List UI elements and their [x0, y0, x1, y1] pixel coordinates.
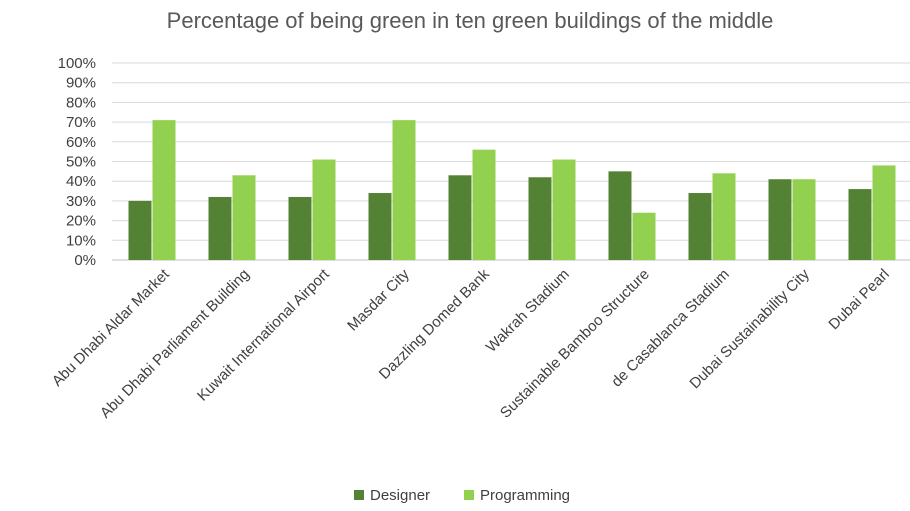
legend-swatch [464, 490, 474, 500]
bar-designer [368, 193, 392, 260]
bar-designer [208, 196, 232, 260]
bar-programming [312, 159, 336, 260]
bar-programming [552, 159, 576, 260]
chart-title: Percentage of being green in ten green b… [167, 8, 774, 33]
y-tick-label: 50% [66, 154, 96, 171]
bar-designer [848, 189, 872, 260]
bar-designer [608, 171, 632, 260]
y-tick-label: 20% [66, 213, 96, 230]
bar-designer [688, 193, 712, 260]
y-tick-label: 80% [66, 94, 96, 111]
legend-swatch [354, 490, 364, 500]
x-category-label: Masdar City [344, 265, 413, 334]
legend-label: Designer [370, 487, 430, 504]
y-tick-label: 10% [66, 232, 96, 249]
y-tick-label: 90% [66, 75, 96, 92]
bar-programming [632, 212, 656, 260]
x-category-label: Wakrah Stadium [483, 266, 573, 356]
bar-programming [792, 179, 816, 260]
bar-programming [472, 149, 496, 260]
x-category-label: Kuwait International Airport [194, 265, 333, 404]
y-tick-label: 40% [66, 173, 96, 190]
bar-programming [712, 173, 736, 260]
bar-designer [288, 196, 312, 260]
legend: Designer Programming [354, 487, 570, 504]
y-axis-ticks: 0% 10% 20% 30% 40% 50% 60% 70% 80% 90% 100% [58, 55, 96, 269]
bar-designer [448, 175, 472, 260]
legend-label: Programming [480, 487, 570, 504]
bar-programming [232, 175, 256, 260]
y-tick-label: 30% [66, 193, 96, 210]
bar-programming [152, 120, 176, 260]
bar-programming [872, 165, 896, 260]
y-tick-label: 0% [74, 252, 96, 269]
y-tick-label: 60% [66, 134, 96, 151]
x-category-label: Sustainable Bamboo Structure [497, 266, 653, 422]
bar-designer [768, 179, 792, 260]
x-category-label: Abu Dhabi Parliament Building [97, 266, 253, 422]
x-category-label: Dubai Pearl [825, 266, 892, 333]
bar-programming [392, 120, 416, 260]
bar-designer [128, 200, 152, 260]
y-tick-label: 100% [58, 55, 96, 72]
bar-designer [528, 177, 552, 260]
bars [128, 120, 896, 260]
y-tick-label: 70% [66, 114, 96, 131]
